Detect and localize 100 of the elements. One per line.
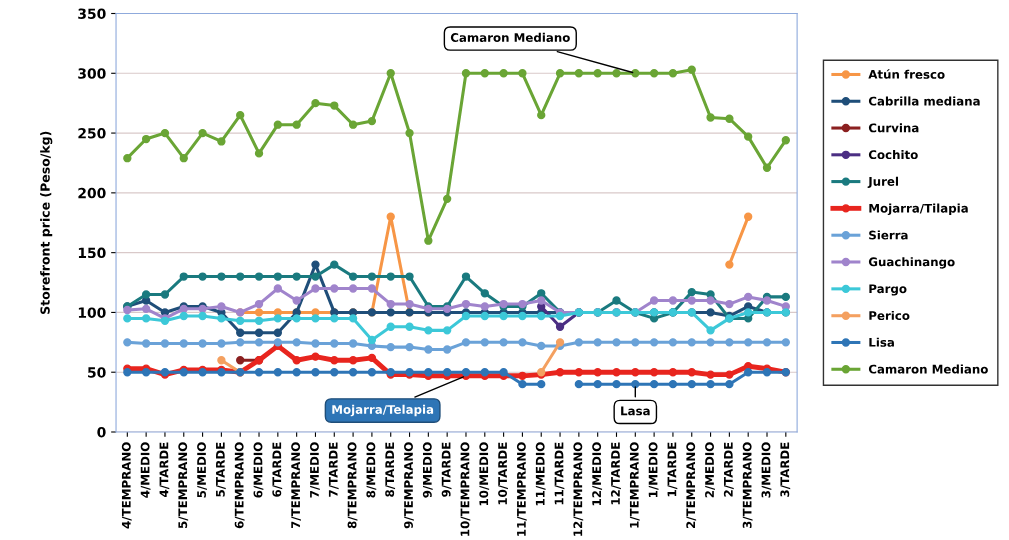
y-tick-label: 350 [78, 8, 106, 19]
point [725, 338, 734, 347]
point [480, 311, 489, 321]
point [236, 328, 245, 337]
point [612, 296, 621, 305]
x-tick-label: 5/TEMPRANO [178, 442, 189, 528]
legend-label: Guachinango [868, 257, 955, 269]
point [348, 120, 358, 129]
point [593, 380, 602, 389]
x-tick-label: 4/TARDE [159, 442, 170, 497]
point [781, 338, 790, 347]
x-tick-label: 6/TARDE [272, 442, 283, 497]
point [593, 368, 602, 377]
point [744, 292, 753, 302]
point [574, 69, 584, 78]
point [537, 296, 546, 305]
point [725, 380, 734, 389]
point [518, 311, 527, 321]
point [330, 339, 339, 348]
x-tick-label: 6/MEDIO [253, 442, 264, 498]
point [386, 299, 395, 309]
point [141, 134, 151, 144]
x-tick-label: 12/TEMPRANO [573, 442, 584, 536]
point [518, 69, 527, 78]
point [442, 194, 452, 204]
x-tick-label: 4/MEDIO [140, 442, 151, 498]
point [348, 314, 358, 323]
point [480, 338, 489, 347]
point [160, 128, 170, 138]
point [123, 368, 132, 377]
point [141, 368, 151, 377]
legend-label: Atún fresco [868, 69, 945, 79]
point [236, 272, 245, 281]
point [236, 356, 245, 365]
point [254, 328, 264, 337]
point [612, 338, 621, 347]
legend-label: Jurel [867, 176, 898, 189]
point [593, 338, 602, 347]
point [123, 154, 132, 163]
point [631, 338, 640, 347]
point [725, 299, 734, 309]
x-tick-label: 11/MEDIO [535, 442, 546, 506]
y-tick-label: 300 [78, 68, 106, 79]
point [518, 338, 527, 347]
point [348, 368, 358, 377]
x-tick-label: 7/MEDIO [309, 442, 320, 498]
point [537, 341, 546, 351]
point [198, 128, 207, 138]
x-tick-label: 2/MEDIO [705, 442, 715, 498]
point [367, 335, 377, 345]
point [141, 314, 151, 323]
point [292, 120, 301, 129]
point [762, 368, 772, 377]
point [273, 338, 283, 347]
point [254, 149, 264, 158]
point [725, 114, 734, 123]
point [217, 272, 226, 281]
point [706, 308, 715, 317]
point [217, 137, 226, 146]
point [311, 260, 320, 269]
point [687, 65, 696, 74]
x-tick-label: 10/TARDE [498, 442, 508, 505]
point [480, 69, 489, 78]
point [744, 308, 753, 317]
y-tick-label: 200 [78, 187, 106, 199]
point [405, 342, 414, 352]
legend-label: Lisa [869, 337, 894, 347]
point [254, 272, 264, 281]
point [367, 353, 377, 363]
point [330, 284, 339, 293]
point [555, 311, 565, 321]
x-tick-label: 10/MEDIO [479, 442, 490, 506]
point [386, 342, 395, 352]
point [649, 368, 659, 377]
point [198, 339, 207, 348]
point [518, 371, 527, 380]
point [160, 339, 170, 348]
y-tick-label: 250 [78, 128, 106, 139]
point [649, 296, 659, 305]
point [386, 69, 395, 78]
point [574, 368, 584, 377]
point [311, 368, 320, 377]
point [744, 212, 753, 221]
point [348, 284, 358, 293]
x-tick-label: 2/TARDE [723, 442, 734, 497]
point [555, 368, 565, 377]
point [706, 338, 715, 347]
point [461, 299, 471, 309]
point [123, 305, 132, 315]
point [631, 380, 640, 389]
point [292, 368, 301, 377]
x-tick-label: 1/MEDIO [648, 442, 659, 497]
point [461, 272, 471, 281]
point [386, 308, 395, 317]
legend-label: Camaron Mediano [868, 364, 988, 374]
point [725, 260, 734, 269]
legend-label: Perico [869, 310, 910, 321]
x-tick-label: 8/MEDIO [366, 442, 377, 498]
point [781, 292, 790, 302]
y-tick-label: 0 [97, 426, 106, 438]
